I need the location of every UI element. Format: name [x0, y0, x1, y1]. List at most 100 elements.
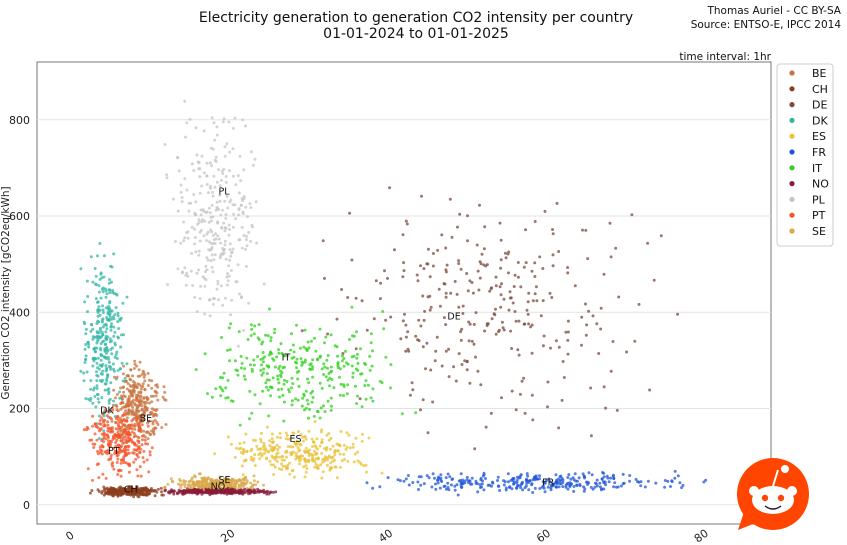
data-point: [126, 404, 130, 408]
data-point: [149, 432, 153, 436]
data-point: [182, 220, 186, 224]
data-point: [329, 333, 333, 337]
data-point: [183, 485, 187, 489]
data-point: [161, 395, 165, 399]
data-point: [279, 373, 282, 377]
data-point: [102, 432, 106, 436]
data-point: [312, 414, 316, 418]
data-point: [566, 330, 570, 334]
data-point: [104, 306, 108, 310]
data-point: [484, 425, 488, 429]
data-point: [560, 398, 564, 402]
data-point: [211, 490, 215, 494]
data-point: [467, 479, 471, 483]
data-point: [236, 263, 240, 267]
data-point: [269, 339, 273, 343]
data-point: [270, 445, 274, 449]
data-point: [262, 441, 266, 445]
data-point: [197, 472, 201, 476]
data-point: [573, 284, 577, 288]
data-point: [113, 452, 117, 455]
data-point: [131, 383, 135, 387]
data-point: [670, 479, 674, 483]
data-point: [304, 464, 308, 468]
data-point: [177, 169, 181, 173]
data-point: [116, 311, 120, 315]
data-point: [531, 418, 535, 422]
data-point: [196, 222, 200, 226]
data-point: [425, 262, 429, 266]
data-point: [101, 333, 105, 337]
data-point: [320, 428, 324, 432]
data-point: [98, 379, 102, 383]
data-point: [112, 399, 115, 403]
data-point: [247, 231, 251, 234]
data-point: [584, 333, 588, 337]
data-point: [431, 472, 435, 476]
data-point: [229, 254, 233, 258]
data-point: [280, 458, 284, 462]
data-point: [116, 457, 120, 461]
data-point: [216, 234, 220, 238]
data-point: [131, 380, 135, 383]
data-point: [138, 420, 142, 424]
data-point: [248, 417, 251, 421]
data-point: [108, 291, 112, 295]
data-point: [127, 489, 131, 493]
data-point: [276, 448, 280, 452]
data-point: [215, 125, 219, 129]
data-point: [106, 375, 110, 379]
data-point: [295, 357, 299, 361]
data-point: [303, 435, 307, 439]
data-point: [229, 399, 233, 403]
data-point: [352, 460, 356, 464]
data-point: [420, 194, 423, 198]
data-point: [533, 220, 537, 223]
data-point: [248, 202, 252, 206]
data-point: [166, 490, 170, 494]
data-point: [291, 382, 295, 386]
data-point: [155, 383, 159, 387]
data-point: [419, 408, 422, 412]
data-point: [609, 255, 613, 259]
data-point: [338, 465, 342, 469]
data-point: [193, 475, 197, 479]
data-point: [180, 196, 184, 200]
data-point: [197, 253, 201, 257]
data-point: [152, 489, 156, 493]
data-point: [154, 412, 157, 416]
data-point: [398, 479, 402, 483]
data-point: [141, 417, 145, 421]
data-point: [342, 443, 346, 447]
data-point: [265, 457, 269, 461]
data-point: [202, 234, 206, 238]
data-point: [324, 375, 328, 379]
data-point: [240, 197, 244, 201]
data-point: [220, 178, 223, 182]
data-point: [342, 357, 346, 360]
data-point: [116, 314, 120, 318]
data-point: [185, 188, 189, 192]
data-point: [374, 279, 378, 283]
data-point: [590, 473, 594, 477]
data-point: [91, 327, 95, 331]
data-point: [84, 357, 88, 361]
data-point: [219, 284, 223, 288]
data-point: [318, 354, 322, 358]
data-point: [329, 461, 332, 465]
data-point: [306, 402, 310, 406]
data-point: [99, 296, 103, 300]
data-point: [320, 451, 324, 455]
data-point: [111, 362, 115, 366]
data-point: [429, 368, 433, 372]
data-point: [250, 223, 254, 227]
data-point: [300, 363, 304, 367]
data-point: [106, 426, 110, 430]
data-point: [132, 398, 136, 402]
data-point: [342, 452, 346, 456]
data-point: [510, 487, 514, 491]
data-point: [250, 411, 254, 415]
data-point: [136, 394, 140, 398]
data-point: [566, 266, 570, 269]
